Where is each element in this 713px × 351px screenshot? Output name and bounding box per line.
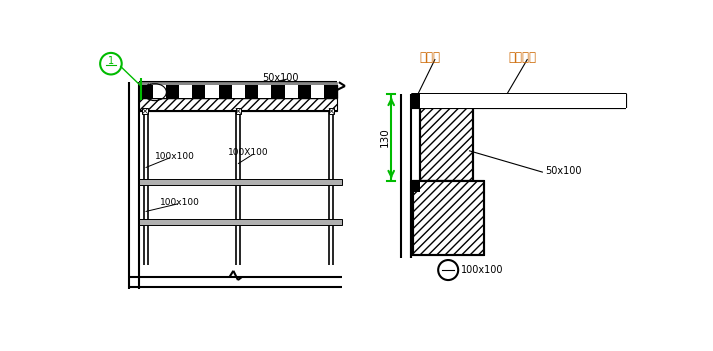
Text: 100x100: 100x100 (461, 265, 504, 275)
Bar (193, 85, 206, 98)
Bar (324, 85, 338, 98)
Bar (413, 181, 484, 254)
Bar (179, 85, 193, 98)
Bar (411, 94, 626, 108)
Bar (298, 85, 312, 98)
Bar (272, 85, 285, 98)
Text: 板厕ht: 板厕ht (147, 80, 153, 94)
Bar (411, 180, 421, 192)
Text: 100x100: 100x100 (160, 198, 200, 207)
Bar (140, 98, 337, 111)
Text: 50x100: 50x100 (545, 166, 582, 176)
Bar (166, 85, 180, 98)
Bar (258, 85, 272, 98)
Text: 130: 130 (380, 128, 390, 147)
Bar (140, 219, 342, 225)
Bar (421, 108, 473, 181)
Bar (232, 85, 245, 98)
Bar (143, 108, 148, 114)
Text: 50x100: 50x100 (262, 73, 299, 82)
Text: 密封条: 密封条 (419, 51, 440, 64)
Bar (140, 85, 153, 98)
Bar (245, 85, 259, 98)
Bar (329, 108, 334, 114)
Text: 100X100: 100X100 (228, 148, 269, 157)
Bar (311, 85, 324, 98)
Text: 1: 1 (108, 57, 114, 66)
Bar (205, 85, 219, 98)
Bar (140, 179, 342, 185)
Bar (236, 108, 241, 114)
Text: 木胶合板: 木胶合板 (508, 51, 536, 64)
Bar (219, 85, 232, 98)
Bar (153, 85, 166, 98)
Bar (411, 94, 421, 108)
Text: 100x100: 100x100 (155, 152, 195, 160)
Bar (140, 82, 337, 85)
Bar (284, 85, 298, 98)
